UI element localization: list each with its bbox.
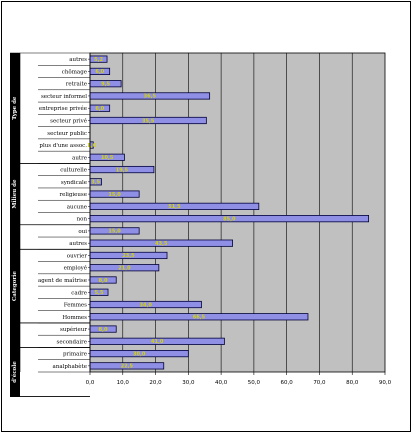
plot-area bbox=[89, 52, 386, 373]
data-label: 34,0 bbox=[140, 302, 153, 308]
x-tick-label: 90,0 bbox=[379, 380, 392, 386]
group-label: Categorie bbox=[12, 271, 18, 301]
group-box bbox=[10, 322, 20, 348]
category-label: autre bbox=[72, 155, 87, 161]
group-label: Type de bbox=[12, 96, 18, 120]
category-label: oui bbox=[78, 229, 87, 235]
group-label: d'école bbox=[11, 361, 18, 383]
category-label: plus d'une assoc. bbox=[39, 143, 87, 149]
data-label: 5,5 bbox=[95, 290, 104, 296]
category-label: ouvrier bbox=[67, 253, 88, 259]
group-box bbox=[10, 249, 20, 323]
category-label: employé bbox=[64, 265, 87, 272]
category-label: chômage bbox=[62, 68, 87, 75]
data-label: 9,5 bbox=[101, 81, 110, 87]
data-label: 43,5 bbox=[155, 241, 168, 247]
category-label: secondaire bbox=[57, 339, 87, 345]
x-tick-label: 10,0 bbox=[117, 380, 130, 386]
data-label: 15,0 bbox=[108, 192, 121, 198]
category-label: secteur public bbox=[47, 131, 87, 137]
x-tick-label: 30,0 bbox=[182, 380, 195, 386]
data-label: 66,5 bbox=[193, 315, 206, 321]
category-label: secteur informel bbox=[41, 94, 87, 100]
x-tick-label: 60,0 bbox=[281, 380, 294, 386]
data-label: 41,0 bbox=[151, 339, 164, 345]
category-label: culturelle bbox=[60, 168, 87, 174]
category-label: supérieur bbox=[60, 326, 87, 333]
x-tick-label: 50,0 bbox=[248, 380, 261, 386]
category-label: religieuse bbox=[59, 192, 87, 198]
category-label: syndicale bbox=[61, 180, 87, 186]
data-label: 21,0 bbox=[118, 266, 131, 272]
group-box bbox=[10, 53, 20, 164]
data-label: 23,5 bbox=[122, 253, 135, 259]
data-label: 30,0 bbox=[133, 351, 146, 357]
data-label: 36,5 bbox=[144, 94, 157, 100]
data-label: 8,0 bbox=[99, 327, 108, 333]
data-label: 6,0 bbox=[95, 106, 104, 112]
x-tick-label: 0,0 bbox=[86, 380, 95, 386]
category-label: retraite bbox=[66, 82, 87, 88]
category-label: non bbox=[77, 217, 88, 223]
data-label: 5,2 bbox=[94, 57, 103, 63]
category-label: autres bbox=[69, 241, 87, 247]
data-label: 8,0 bbox=[99, 278, 108, 284]
category-label: analphabète bbox=[53, 363, 87, 370]
x-tick-label: 40,0 bbox=[215, 380, 228, 386]
category-label: primaire bbox=[63, 352, 87, 358]
data-label: 10,5 bbox=[101, 155, 114, 161]
group-box bbox=[10, 163, 20, 225]
group-box bbox=[10, 224, 20, 250]
category-label: autres bbox=[69, 57, 87, 63]
x-tick-label: 20,0 bbox=[149, 380, 162, 386]
category-label: cadre bbox=[71, 290, 87, 296]
category-label: secteur privé bbox=[50, 117, 87, 124]
group-box bbox=[10, 347, 20, 397]
data-label: 51,5 bbox=[168, 204, 181, 210]
data-label: 85,0 bbox=[223, 216, 236, 222]
data-label: 22,5 bbox=[121, 364, 134, 370]
category-label: entreprise privée bbox=[39, 105, 87, 112]
data-label: 19,5 bbox=[116, 167, 129, 173]
category-label: aucune bbox=[67, 204, 87, 210]
data-label: 35,5 bbox=[142, 118, 155, 124]
data-label: 15,0 bbox=[108, 229, 121, 235]
group-label: Milieu de bbox=[12, 179, 18, 209]
data-label: 6,0 bbox=[95, 69, 104, 75]
data-label: 3,5 bbox=[91, 180, 100, 186]
x-tick-label: 80,0 bbox=[346, 380, 359, 386]
category-label: agent de maîtrise bbox=[38, 277, 87, 284]
x-tick-label: 70,0 bbox=[313, 380, 326, 386]
category-label: Hommes bbox=[62, 315, 87, 321]
category-label: Femmes bbox=[64, 303, 87, 309]
data-label: 1,0 bbox=[87, 143, 96, 149]
